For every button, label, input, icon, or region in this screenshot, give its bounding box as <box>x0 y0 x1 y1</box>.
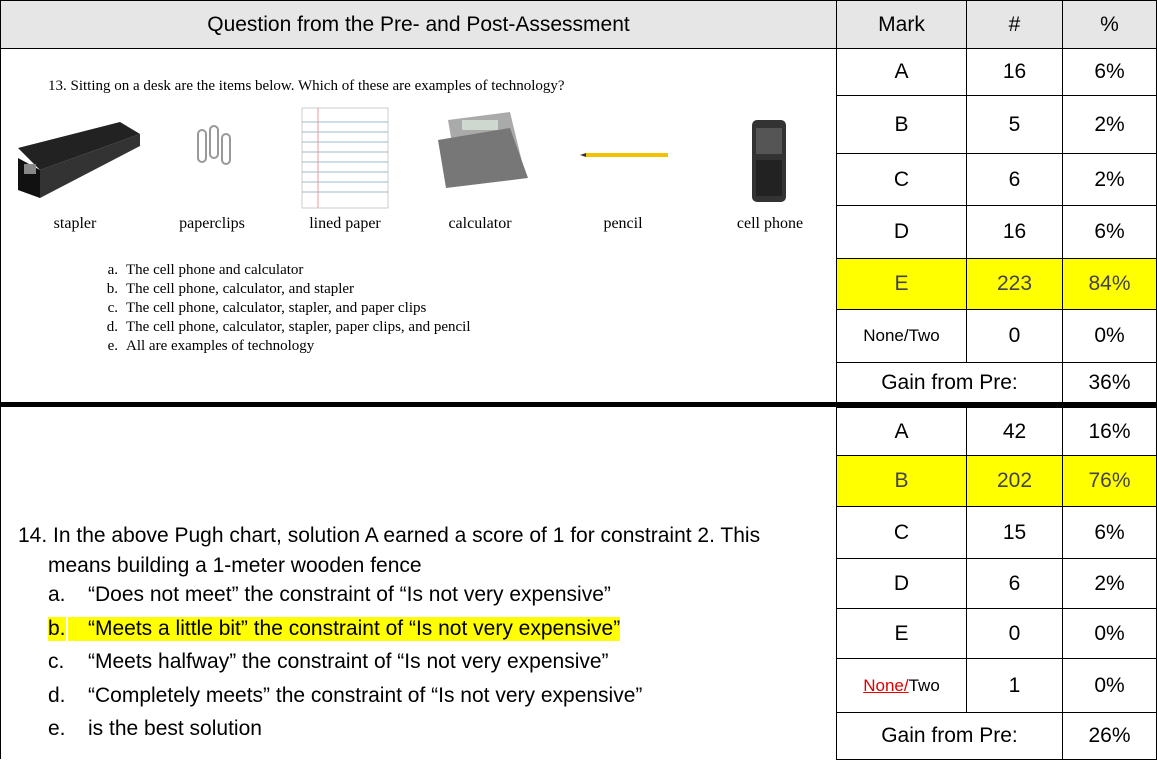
table-percent: 2% <box>1062 558 1157 609</box>
table-count: 5 <box>966 95 1063 154</box>
option-text: “Meets a little bit” the constraint of “… <box>68 616 621 641</box>
cell-phone-icon <box>752 120 786 202</box>
gain-label: Gain from Pre: <box>836 712 1063 760</box>
table-mark: C <box>836 506 967 559</box>
item-label: lined paper <box>309 215 381 232</box>
table-percent: 6% <box>1062 506 1157 559</box>
option-text: is the best solution <box>88 717 262 740</box>
table-mark: None/Two <box>836 309 967 363</box>
table-percent: 0% <box>1062 608 1157 659</box>
table-mark: None/Two <box>836 658 967 713</box>
option-letter: b. <box>48 616 66 641</box>
stapler-icon <box>18 122 140 198</box>
table-percent: 16% <box>1062 407 1157 456</box>
option-letter: e. <box>48 717 66 740</box>
item-label: pencil <box>603 215 643 232</box>
q13-prompt: 13. Sitting on a desk are the items belo… <box>48 78 565 94</box>
table-count: 42 <box>966 407 1063 456</box>
table-mark: E <box>836 258 967 310</box>
option-letter: d. <box>48 683 66 707</box>
table-count: 223 <box>966 258 1063 310</box>
table-mark: D <box>836 558 967 609</box>
table-mark: B <box>836 455 967 507</box>
pencil-icon <box>580 153 668 157</box>
table-percent: 6% <box>1062 205 1157 259</box>
option-letter: c. <box>107 300 118 316</box>
option-letter: d. <box>106 319 118 335</box>
mark-part: Two <box>908 675 940 695</box>
option-text: All are examples of technology <box>126 338 315 354</box>
table-percent: 2% <box>1062 153 1157 206</box>
table-count: 0 <box>966 608 1063 659</box>
option-text: “Meets halfway” the constraint of “Is no… <box>88 650 609 673</box>
table-percent: 0% <box>1062 658 1157 713</box>
table-mark: C <box>836 153 967 206</box>
paperclips-icon <box>197 125 231 165</box>
table-count: 15 <box>966 506 1063 559</box>
table-count: 0 <box>966 309 1063 363</box>
table-percent: 0% <box>1062 309 1157 363</box>
option-letter: c. <box>48 650 65 673</box>
header-question: Question from the Pre- and Post-Assessme… <box>0 0 837 49</box>
item-label: calculator <box>448 215 512 232</box>
q13-pictures <box>18 107 786 209</box>
option-text: The cell phone and calculator <box>126 262 304 278</box>
option-text: The cell phone, calculator, stapler, and… <box>126 300 427 316</box>
table-percent: 2% <box>1062 95 1157 154</box>
option-letter: a. <box>107 262 118 278</box>
gain-value: 26% <box>1062 712 1157 760</box>
gain-value: 36% <box>1062 362 1157 404</box>
option-letter: e. <box>107 338 118 354</box>
item-label: paperclips <box>179 215 245 232</box>
option-text: “Does not meet” the constraint of “Is no… <box>88 583 611 606</box>
table-count: 6 <box>966 153 1063 206</box>
option-text: The cell phone, calculator, and stapler <box>126 281 355 297</box>
table-percent: 6% <box>1062 48 1157 96</box>
section-divider <box>0 402 1157 407</box>
table-count: 6 <box>966 558 1063 609</box>
table-percent: 84% <box>1062 258 1157 310</box>
q14-prompt: 14. In the above Pugh chart, solution A … <box>18 524 761 577</box>
table-count: 16 <box>966 205 1063 259</box>
table-mark: D <box>836 205 967 259</box>
option-text: The cell phone, calculator, stapler, pap… <box>126 319 471 335</box>
item-label: cell phone <box>736 215 804 232</box>
gain-label: Gain from Pre: <box>836 362 1063 404</box>
option-letter: a. <box>48 583 66 606</box>
table-count: 1 <box>966 658 1063 713</box>
header-mark: Mark <box>836 0 967 49</box>
table-mark: A <box>836 407 967 456</box>
calculator-icon <box>438 112 528 188</box>
table-mark: E <box>836 608 967 659</box>
header-count: # <box>966 0 1063 49</box>
option-letter: b. <box>106 281 118 297</box>
mark-part: None/ <box>863 675 909 695</box>
item-label: stapler <box>53 215 97 232</box>
table-percent: 76% <box>1062 455 1157 507</box>
option-text: “Completely meets” the constraint of “Is… <box>88 683 643 707</box>
table-mark: B <box>836 95 967 154</box>
table-count: 202 <box>966 455 1063 507</box>
table-count: 16 <box>966 48 1063 96</box>
table-mark: A <box>836 48 967 96</box>
lined-paper-icon <box>301 107 389 209</box>
header-percent: % <box>1062 0 1157 49</box>
